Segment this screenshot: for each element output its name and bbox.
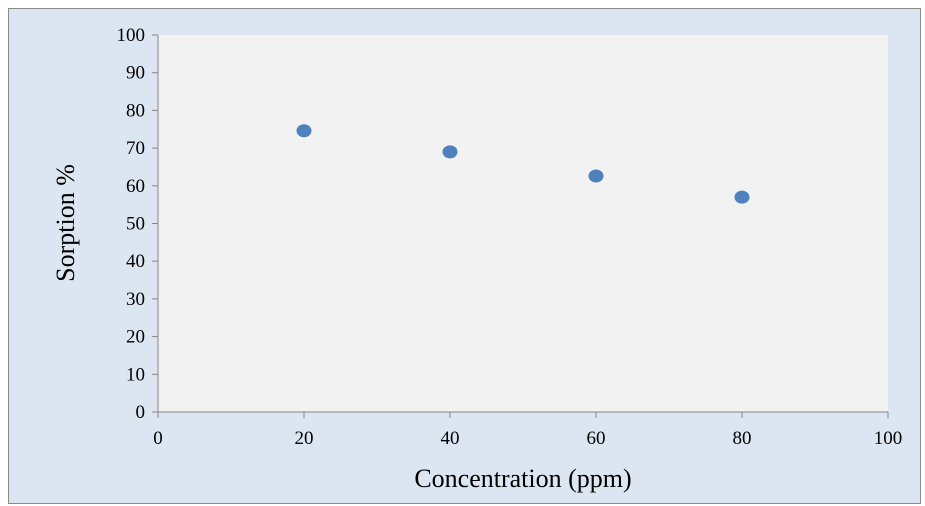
x-tick-label: 80 (733, 428, 752, 449)
data-points (296, 124, 750, 204)
y-tick-label: 70 (126, 138, 145, 159)
y-tick-label: 80 (126, 100, 145, 121)
x-axis-title: Concentration (ppm) (414, 464, 631, 493)
y-tick-label: 0 (136, 402, 146, 423)
y-tick-label: 50 (126, 214, 145, 235)
y-tick-label: 20 (126, 327, 145, 348)
data-point (442, 145, 458, 159)
x-tick-label: 0 (153, 428, 163, 449)
y-tick-label: 10 (126, 364, 145, 385)
data-point (588, 169, 604, 183)
y-axis-title: Sorption % (51, 164, 80, 282)
plot-area (158, 35, 888, 412)
y-tick-label: 30 (126, 289, 145, 310)
x-axis: 0 20 40 60 80 100 (153, 411, 903, 449)
y-tick-label: 100 (117, 25, 146, 46)
x-tick-label: 60 (587, 428, 606, 449)
y-axis: 0 10 20 30 40 50 60 70 80 90 100 (117, 25, 159, 423)
x-tick-label: 40 (441, 428, 460, 449)
data-point (296, 124, 312, 138)
x-tick-label: 100 (874, 428, 903, 449)
y-tick-label: 90 (126, 63, 145, 84)
x-tick-label: 20 (295, 428, 314, 449)
y-tick-label: 60 (126, 176, 145, 197)
data-point (734, 190, 750, 204)
y-tick-label: 40 (126, 251, 145, 272)
